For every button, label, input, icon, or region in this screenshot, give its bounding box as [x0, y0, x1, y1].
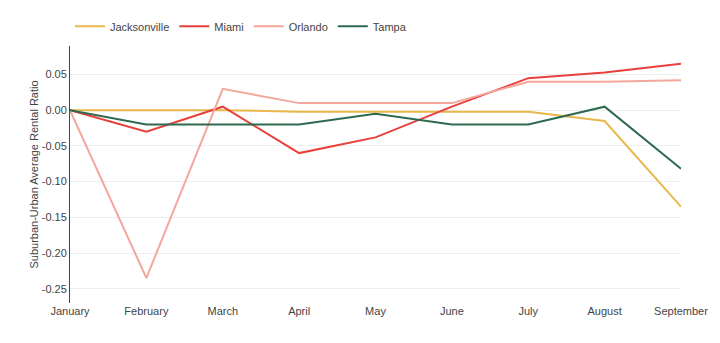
svg-text:April: April: [288, 305, 310, 317]
svg-text:February: February: [124, 305, 169, 317]
svg-text:0.00: 0.00: [45, 104, 66, 116]
svg-text:Tampa: Tampa: [373, 21, 407, 33]
svg-text:May: May: [365, 305, 386, 317]
svg-text:Jacksonville: Jacksonville: [110, 21, 169, 33]
svg-text:-0.25: -0.25: [42, 283, 67, 295]
svg-text:August: August: [588, 305, 622, 317]
svg-text:-0.20: -0.20: [42, 247, 67, 259]
svg-text:0.05: 0.05: [45, 68, 66, 80]
svg-text:March: March: [207, 305, 238, 317]
svg-text:July: July: [518, 305, 538, 317]
svg-text:-0.10: -0.10: [42, 175, 67, 187]
svg-text:-0.05: -0.05: [42, 140, 67, 152]
svg-text:January: January: [50, 305, 90, 317]
svg-text:Miami: Miami: [214, 21, 243, 33]
svg-text:Orlando: Orlando: [289, 21, 328, 33]
svg-text:-0.15: -0.15: [42, 211, 67, 223]
svg-text:Suburban-Urban Average Rental: Suburban-Urban Average Rental Ratio: [28, 80, 40, 268]
svg-text:June: June: [440, 305, 464, 317]
svg-text:September: September: [654, 305, 708, 317]
